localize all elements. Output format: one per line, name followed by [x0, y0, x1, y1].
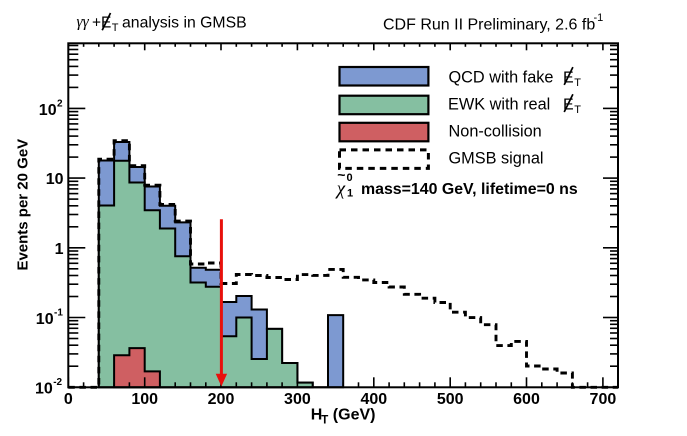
svg-text:T: T: [574, 104, 581, 116]
svg-text:400: 400: [360, 391, 387, 408]
svg-text:0: 0: [64, 391, 73, 408]
svg-text:Non-collision: Non-collision: [449, 123, 542, 141]
svg-text:CDF Run II Preliminary, 2.6 fb: CDF Run II Preliminary, 2.6 fb: [383, 17, 595, 34]
svg-text:analysis in GMSB: analysis in GMSB: [122, 15, 247, 32]
svg-text:mass=140 GeV, lifetime=0 ns: mass=140 GeV, lifetime=0 ns: [361, 181, 578, 198]
svg-text:200: 200: [208, 391, 235, 408]
svg-text:10: 10: [36, 311, 54, 328]
svg-text:T: T: [321, 415, 328, 427]
svg-text:300: 300: [284, 391, 311, 408]
svg-text:10: 10: [39, 102, 57, 119]
svg-text:1: 1: [347, 188, 353, 200]
svg-text:+: +: [92, 15, 101, 32]
svg-text:(GeV): (GeV): [333, 407, 376, 424]
svg-text:-1: -1: [594, 12, 604, 24]
svg-text:γγ: γγ: [77, 14, 90, 31]
svg-text:0: 0: [347, 172, 353, 184]
svg-text:T: T: [574, 77, 581, 89]
svg-text:1: 1: [55, 241, 64, 258]
svg-text:~: ~: [337, 167, 345, 183]
svg-text:700: 700: [590, 391, 617, 408]
svg-text:10: 10: [46, 171, 64, 188]
svg-text:-1: -1: [54, 307, 63, 318]
svg-text:2: 2: [57, 99, 63, 110]
svg-text:T: T: [112, 22, 119, 34]
svg-text:QCD with fake: QCD with fake: [449, 68, 554, 86]
svg-text:10: 10: [35, 380, 53, 397]
svg-text:600: 600: [513, 391, 540, 408]
svg-text:EWK with real: EWK with real: [448, 95, 550, 113]
svg-text:100: 100: [131, 391, 158, 408]
svg-text:χ: χ: [335, 179, 346, 200]
svg-text:H: H: [311, 407, 323, 424]
svg-text:Events per 20 GeV: Events per 20 GeV: [15, 139, 32, 271]
svg-text:-2: -2: [53, 377, 62, 388]
svg-text:GMSB signal: GMSB signal: [449, 150, 544, 168]
svg-text:500: 500: [437, 391, 464, 408]
